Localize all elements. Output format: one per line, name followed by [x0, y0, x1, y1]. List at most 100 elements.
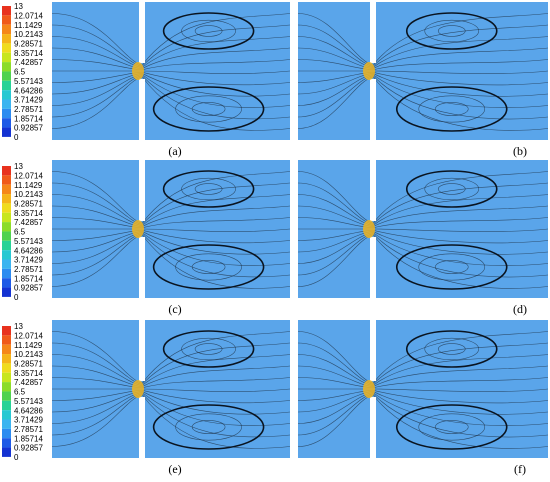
panel-label: (b)	[513, 144, 527, 158]
legend-label: 3.71429	[14, 96, 43, 105]
legend-label: 9.28571	[14, 40, 43, 49]
legend-label: 5.57143	[14, 397, 43, 406]
streamline	[372, 388, 549, 392]
color-swatch	[2, 400, 11, 411]
streamline	[141, 234, 291, 289]
jet	[132, 62, 144, 80]
streamline	[372, 74, 549, 108]
panel-label: (e)	[168, 462, 181, 476]
vortex	[395, 244, 508, 290]
legend-label: 8.35714	[14, 209, 43, 218]
streamline	[372, 234, 549, 289]
streamline	[372, 182, 549, 225]
color-swatch	[2, 34, 11, 44]
streamline	[372, 47, 549, 69]
streamline	[51, 331, 143, 384]
vortex	[437, 25, 466, 37]
color-swatch	[2, 166, 11, 176]
streamline	[141, 354, 291, 386]
streamline	[51, 76, 143, 129]
streamline	[141, 365, 291, 387]
vortex	[191, 420, 226, 434]
streamline	[141, 205, 291, 227]
legend-label: 1.85714	[14, 434, 43, 443]
streamline	[141, 70, 291, 74]
vortex	[395, 86, 508, 132]
color-swatch	[2, 24, 11, 35]
vortex	[175, 95, 242, 123]
legend-label: 5.57143	[14, 77, 43, 86]
color-swatch	[2, 222, 11, 232]
color-swatch	[2, 410, 11, 420]
vortex	[194, 343, 223, 355]
streamline	[141, 388, 291, 392]
legend-label: 7.42857	[14, 378, 43, 387]
color-swatch	[2, 438, 11, 448]
legend-label: 9.28571	[14, 200, 43, 209]
color-swatch	[2, 240, 11, 251]
legend-label: 12.0714	[14, 331, 43, 340]
vortex	[424, 337, 480, 361]
vortex	[194, 183, 223, 195]
vortex	[437, 183, 466, 195]
streamline	[372, 392, 549, 426]
vortex	[405, 12, 498, 50]
wall	[370, 79, 376, 140]
streamline	[372, 228, 549, 232]
color-swatch	[2, 212, 11, 223]
legend-label: 2.78571	[14, 105, 43, 114]
streamline	[141, 59, 291, 71]
vortex	[162, 170, 255, 208]
streamline	[297, 331, 374, 384]
vortex	[181, 19, 236, 43]
panel	[51, 2, 291, 140]
streamline	[141, 394, 291, 449]
wall	[370, 2, 376, 63]
streamline	[372, 331, 549, 384]
legend-label: 12.0714	[14, 171, 43, 180]
streamline	[141, 389, 291, 404]
color-swatch	[2, 428, 11, 439]
color-swatch	[2, 268, 11, 279]
streamline	[141, 231, 291, 255]
legend-label: 0.92857	[14, 124, 43, 133]
legend-label: 2.78571	[14, 265, 43, 274]
streamline	[372, 342, 549, 385]
vortex	[181, 337, 236, 361]
streamline	[372, 194, 549, 226]
vortex	[434, 102, 469, 116]
color-swatch	[2, 287, 11, 297]
streamline	[372, 171, 549, 224]
streamline	[372, 394, 549, 449]
color-swatch	[2, 326, 11, 336]
color-swatch	[2, 62, 11, 72]
vortex	[418, 253, 486, 281]
streamline	[297, 13, 374, 66]
panel-label: (c)	[168, 302, 181, 316]
vortex	[181, 177, 236, 201]
color-swatch	[2, 90, 11, 100]
color-swatch	[2, 194, 11, 204]
vortex	[175, 253, 242, 281]
streamline	[141, 377, 291, 389]
legend-label: 3.71429	[14, 416, 43, 425]
streamline	[372, 13, 549, 66]
color-swatch	[2, 203, 11, 213]
wall	[370, 160, 376, 221]
streamline	[372, 24, 549, 67]
color-swatch	[2, 71, 11, 81]
panel	[297, 160, 549, 298]
wall	[370, 320, 376, 381]
wall	[139, 237, 145, 298]
streamline	[141, 71, 291, 86]
jet	[132, 380, 144, 398]
legend-label: 7.42857	[14, 58, 43, 67]
vortex	[191, 102, 226, 116]
vortex	[152, 86, 265, 132]
panel-label: (d)	[513, 302, 527, 316]
vortex	[162, 330, 255, 368]
legend-label: 8.35714	[14, 49, 43, 58]
legend-label: 7.42857	[14, 218, 43, 227]
vortex	[162, 12, 255, 50]
